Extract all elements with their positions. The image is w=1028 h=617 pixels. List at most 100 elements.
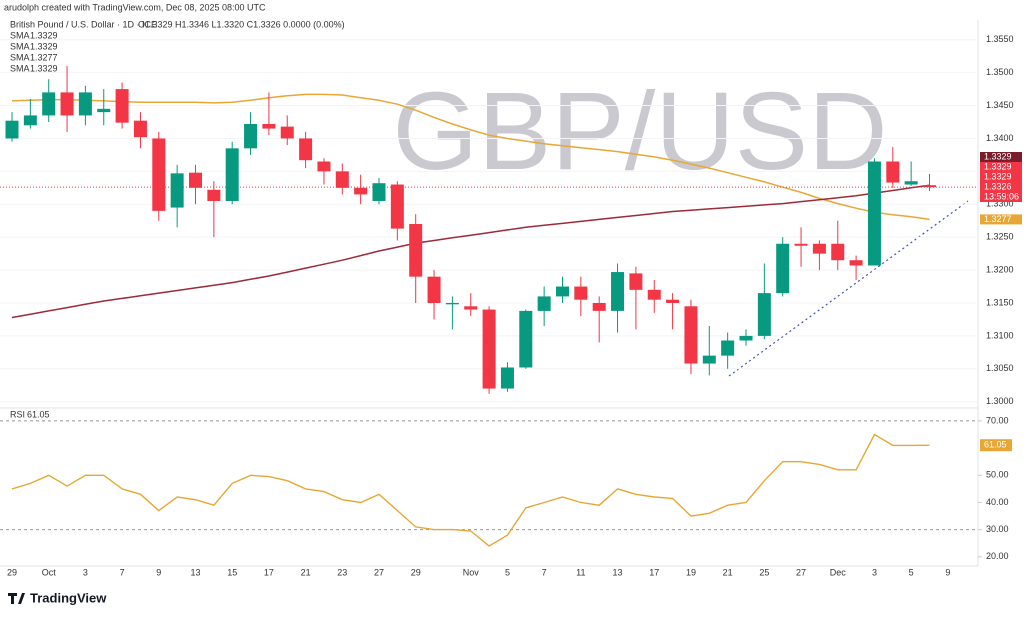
candle-body xyxy=(78,92,92,116)
x-tick-label: 29 xyxy=(7,567,17,577)
candle-body xyxy=(280,126,294,139)
candle-body xyxy=(556,286,569,297)
sma-line xyxy=(11,93,930,221)
legend-value: 1.3329 xyxy=(30,63,58,73)
candle-body xyxy=(721,340,735,356)
candle-body xyxy=(592,302,606,311)
candle-body xyxy=(97,108,111,113)
sma-badge-label: 1.3277 xyxy=(984,214,1012,224)
x-tick-label: 13 xyxy=(190,567,200,577)
legend-name: SMA xyxy=(10,63,30,73)
y-tick-label: 1.3200 xyxy=(986,264,1014,274)
x-tick-label: Nov xyxy=(463,567,480,577)
candle-body xyxy=(372,183,386,201)
legend-name: SMA xyxy=(10,30,30,40)
candle-body xyxy=(849,260,863,266)
candle-body xyxy=(647,289,661,300)
x-tick-label: 23 xyxy=(337,567,347,577)
candle-body xyxy=(776,243,790,294)
candle-body xyxy=(831,243,845,261)
x-tick-label: 9 xyxy=(156,567,161,577)
price-badge-label: 13:59:06 xyxy=(984,191,1019,201)
price-badge-label: 1.3329 xyxy=(984,151,1012,161)
candle-body xyxy=(152,138,166,211)
candle-body xyxy=(904,181,918,185)
candle-body xyxy=(794,243,808,246)
price-badge-label: 1.3329 xyxy=(984,161,1012,171)
rsi-line xyxy=(11,433,930,547)
x-tick-label: 9 xyxy=(945,567,950,577)
x-tick-label: 7 xyxy=(120,567,125,577)
brand: TradingView xyxy=(30,590,107,605)
price-badge xyxy=(980,152,1022,162)
legend-name: SMA xyxy=(10,41,30,51)
rsi-value: 61.05 xyxy=(27,409,50,419)
x-tick-label: 5 xyxy=(909,567,914,577)
y-tick-label: 1.3450 xyxy=(986,100,1014,110)
attribution: arudolph created with TradingView.com, D… xyxy=(4,2,266,12)
y-tick-label: 70.00 xyxy=(986,415,1009,425)
legend-name: SMA xyxy=(10,52,30,62)
candle-body xyxy=(23,115,37,126)
y-tick-label: 1.3100 xyxy=(986,330,1014,340)
candle-body xyxy=(60,92,74,116)
candle-body xyxy=(739,335,753,341)
x-tick-label: 27 xyxy=(796,567,806,577)
x-tick-label: Dec xyxy=(830,567,847,577)
candle-body xyxy=(317,161,331,172)
rsi-badge-label: 61.05 xyxy=(984,440,1007,450)
y-tick-label: 20.00 xyxy=(986,551,1009,561)
x-tick-label: 21 xyxy=(301,567,311,577)
y-tick-label: 1.3500 xyxy=(986,67,1014,77)
legend-title: British Pound / U.S. Dollar · 1D · ICE xyxy=(10,19,157,29)
candle-body xyxy=(390,184,404,229)
candle-body xyxy=(702,355,716,364)
legend-value: 1.3329 xyxy=(30,41,58,51)
brand-logo: TradingView xyxy=(8,590,107,605)
price-badge-label: 1.3329 xyxy=(984,171,1012,181)
candle-body xyxy=(445,302,459,305)
watermark: GBP/USD xyxy=(392,70,887,193)
y-tick-label: 1.3250 xyxy=(986,232,1014,242)
price-badge-label: 1.3326 xyxy=(984,181,1012,191)
x-tick-label: 3 xyxy=(83,567,88,577)
candle-body xyxy=(262,123,276,129)
candle-body xyxy=(427,276,441,303)
x-tick-label: 19 xyxy=(686,567,696,577)
y-tick-label: 50.00 xyxy=(986,470,1009,480)
price-badge xyxy=(980,192,1022,202)
x-tick-label: 3 xyxy=(872,567,877,577)
price-badge xyxy=(980,162,1022,172)
candle-body xyxy=(189,172,202,188)
x-tick-label: 17 xyxy=(649,567,659,577)
candle-body xyxy=(335,171,349,188)
candle-body xyxy=(225,148,239,201)
x-tick-label: 21 xyxy=(723,567,733,577)
y-tick-label: 40.00 xyxy=(986,497,1009,507)
ohlc-text: O1.3329 H1.3346 L1.3320 C1.3326 0.0000 (… xyxy=(138,19,345,29)
y-tick-label: 30.00 xyxy=(986,524,1009,534)
candle-body xyxy=(464,306,478,310)
sma-badge xyxy=(980,214,1022,225)
candle-body xyxy=(611,272,625,311)
candle-body xyxy=(886,161,900,183)
x-tick-label: 15 xyxy=(227,567,237,577)
candle-body xyxy=(500,367,514,389)
x-tick-label: 27 xyxy=(374,567,384,577)
x-tick-label: 13 xyxy=(613,567,623,577)
trend-line xyxy=(728,200,969,377)
candle-body xyxy=(537,296,551,311)
y-tick-label: 1.3050 xyxy=(986,363,1014,373)
candle-body xyxy=(666,299,680,303)
candle-body xyxy=(299,138,313,161)
legend-value: 1.3277 xyxy=(30,52,58,62)
candle-body xyxy=(629,273,643,290)
sma-line xyxy=(11,184,930,319)
x-tick-label: 5 xyxy=(505,567,510,577)
candle-body xyxy=(170,173,184,208)
candle-body xyxy=(5,120,19,139)
y-tick-label: 1.3550 xyxy=(986,34,1014,44)
price-badge xyxy=(980,182,1022,192)
